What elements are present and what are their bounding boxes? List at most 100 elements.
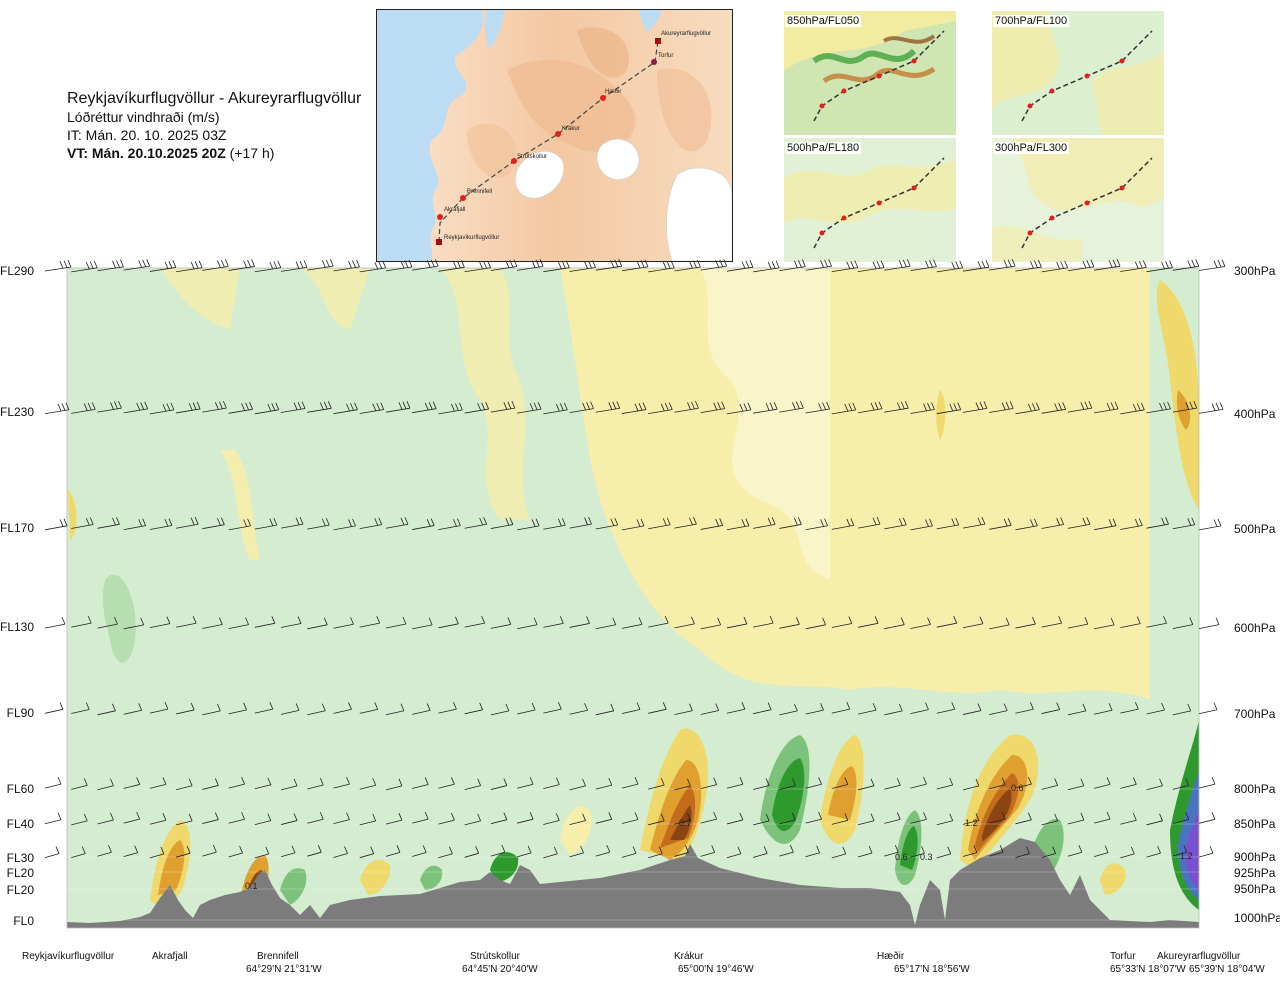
wind-barb (779, 812, 796, 825)
wind-barb (438, 846, 453, 859)
wind-barb (44, 776, 62, 789)
wind-barb (254, 701, 274, 714)
wind-barb (333, 617, 354, 629)
wind-barb (805, 617, 826, 630)
wind-barb (674, 778, 691, 791)
wind-barb (1094, 703, 1113, 715)
wind-barb (385, 401, 411, 413)
wind-barb (97, 778, 114, 791)
wind-barb (123, 703, 143, 715)
map-marker-akureyri (655, 38, 661, 44)
wind-barb (176, 846, 191, 858)
contour-value-label: 0.6 (1011, 783, 1024, 793)
map-label-akureyri: Akureyrarflugvöllur (661, 31, 711, 37)
field-background (67, 268, 1199, 928)
wind-barb (1198, 776, 1216, 789)
wind-barb (280, 813, 298, 825)
wind-barb (753, 813, 770, 826)
wind-barb (831, 518, 855, 530)
wind-barb (44, 702, 64, 714)
wind-barb (989, 518, 1012, 530)
wind-barb (884, 617, 905, 630)
wind-barb (1198, 259, 1226, 271)
valid-time: VT: Mán. 20.10.2025 20Z (67, 145, 226, 161)
wind-barb (228, 617, 249, 630)
wind-barb (71, 615, 92, 628)
pressure-label-800: 800hPa (1234, 782, 1276, 796)
wind-barb (1172, 778, 1190, 790)
wind-barb (936, 813, 954, 826)
wind-barb (1067, 778, 1085, 791)
wind-barb (254, 260, 282, 273)
wind-barb (1146, 260, 1173, 273)
waypoint-name-torfur: Torfur (1110, 951, 1136, 962)
pressure-label-500: 500hPa (1234, 522, 1276, 536)
wind-barb (831, 701, 851, 714)
wind-barb (228, 402, 253, 414)
wind-barb (910, 702, 929, 715)
wind-barb (517, 617, 538, 630)
mini-map-500-svg (784, 138, 956, 262)
wind-barb (1015, 616, 1036, 629)
contour-value-label: 1.2 (965, 818, 978, 828)
wind-barb (280, 845, 296, 858)
wind-barb (385, 703, 405, 716)
waypoint-name-akrafjall: Akrafjall (152, 951, 188, 962)
wind-barb (1146, 778, 1163, 791)
wind-barb (831, 616, 853, 628)
wind-barb (700, 811, 718, 824)
wind-barb (176, 260, 203, 273)
wind-barb (857, 845, 873, 858)
wind-barb (726, 616, 748, 629)
wind-barb (700, 845, 716, 857)
wind-barb (857, 813, 875, 826)
wind-barb (1041, 813, 1059, 826)
wind-barb (97, 703, 116, 716)
wind-barb (884, 703, 903, 716)
wind-barb (910, 402, 935, 414)
wind-barb (307, 703, 326, 716)
wind-barb (857, 616, 879, 628)
wind-barb (202, 617, 223, 629)
wind-barb (412, 777, 429, 789)
wind-barb (962, 845, 978, 857)
wind-barb (1041, 615, 1063, 628)
contour-value-label: 0.3 (920, 852, 933, 862)
wind-barb (1094, 617, 1115, 630)
lead-time: (+17 h) (229, 145, 275, 161)
wind-barb (517, 518, 540, 531)
wind-barb (359, 517, 383, 530)
field-region-upper-updraft (560, 268, 1150, 700)
wind-barb (202, 259, 229, 271)
wind-barb (438, 777, 455, 789)
wind-barb (149, 616, 171, 629)
wind-barb (149, 402, 175, 415)
wind-barb (1094, 401, 1119, 414)
wind-barb (97, 616, 118, 629)
wind-barb (149, 813, 167, 825)
wind-barb (1067, 617, 1089, 629)
wind-barb (831, 402, 857, 415)
level-label-fl290: FL290 (0, 264, 35, 278)
wind-barb (333, 402, 358, 415)
wind-barb (97, 517, 120, 529)
wind-barb (71, 702, 90, 714)
wind-barb (989, 401, 1014, 413)
field-region-downdraft-upper (102, 574, 136, 663)
wind-barb (1120, 846, 1135, 859)
wind-barb (149, 777, 167, 789)
wind-barb (385, 845, 401, 857)
level-label-fl170: FL170 (0, 521, 35, 535)
wind-barb (753, 846, 768, 858)
wind-barb (726, 402, 752, 415)
wind-barb (123, 845, 139, 857)
wind-barb (962, 401, 988, 413)
wind-barb (464, 778, 482, 791)
wind-barb (857, 516, 881, 529)
wind-barb (176, 813, 193, 826)
wind-barb (1198, 702, 1218, 715)
wind-barb (1041, 702, 1061, 714)
wind-barb (149, 701, 169, 714)
wind-barb (228, 702, 247, 715)
wind-barb (307, 777, 324, 790)
